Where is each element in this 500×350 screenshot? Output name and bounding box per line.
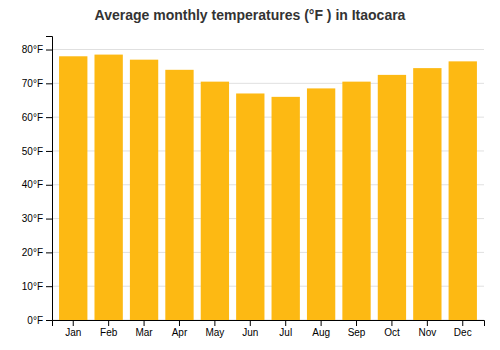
tick: Jun [242, 320, 258, 338]
tick: Jan [65, 320, 81, 338]
tick: Dec [454, 320, 472, 338]
title: Average monthly temperatures (°F ) in It… [95, 7, 406, 23]
tick: 0°F [27, 315, 52, 326]
tick-label: Sep [348, 327, 366, 338]
tick: Oct [384, 320, 400, 338]
tick-mark [108, 320, 109, 326]
tick: 20°F [22, 247, 52, 258]
tick-mark [46, 151, 52, 152]
bar [59, 56, 87, 320]
bar [272, 97, 300, 320]
tick-mark [144, 320, 145, 326]
bar [449, 61, 477, 320]
tick-label: Aug [312, 327, 330, 338]
tick-label: Mar [135, 327, 153, 338]
x-axis: Jan Feb Mar Apr May Jun Jul Aug Sep Oct Nov Dec [53, 320, 485, 338]
tick-mark [73, 320, 74, 326]
tick-mark [179, 320, 180, 326]
tick-mark [214, 320, 215, 326]
axis-line [46, 37, 53, 321]
tick-label: Dec [454, 327, 472, 338]
tick-mark [46, 117, 52, 118]
tick-label: Nov [418, 327, 436, 338]
tick-label: Jan [65, 327, 81, 338]
bar [165, 70, 193, 320]
tick: 50°F [22, 146, 52, 157]
tick-mark [250, 320, 251, 326]
bar [413, 68, 441, 320]
tick-label: 60°F [22, 112, 43, 123]
axis-line [53, 321, 485, 327]
bar [378, 75, 406, 320]
tick-label: Oct [384, 327, 400, 338]
bar [236, 93, 264, 320]
tick-label: Jun [242, 327, 258, 338]
tick: May [205, 320, 224, 338]
tick-label: 0°F [27, 315, 43, 326]
tick: Mar [135, 320, 153, 338]
bar [130, 60, 158, 320]
tick-mark [46, 83, 52, 84]
tick-label: Apr [172, 327, 188, 338]
grid [52, 50, 484, 320]
tick-label: 30°F [22, 213, 43, 224]
y-axis: 0°F 10°F 20°F 30°F 40°F 50°F 60°F 70°F 80°F [22, 37, 53, 326]
tick: Jul [279, 320, 292, 338]
tick-mark [427, 320, 428, 326]
tick-mark [321, 320, 322, 326]
bar [94, 55, 122, 320]
bar [307, 88, 335, 320]
tick: 60°F [22, 112, 52, 123]
tick-mark [462, 320, 463, 326]
tick-mark [46, 252, 52, 253]
tick-mark [46, 286, 52, 287]
tick-label: 10°F [22, 281, 43, 292]
tick: 10°F [22, 281, 52, 292]
tick-mark [285, 320, 286, 326]
bar [342, 82, 370, 320]
chart: Average monthly temperatures (°F ) in It… [0, 0, 500, 350]
tick: 70°F [22, 78, 52, 89]
tick: Nov [418, 320, 436, 338]
tick-label: 20°F [22, 247, 43, 258]
tick: Feb [100, 320, 118, 338]
tick-mark [356, 320, 357, 326]
tick: 30°F [22, 213, 52, 224]
bar [201, 82, 229, 320]
tick: 40°F [22, 179, 52, 190]
tick: 80°F [22, 44, 52, 55]
tick-label: Feb [100, 327, 118, 338]
tick-label: Jul [279, 327, 292, 338]
tick-label: May [205, 327, 224, 338]
grid-line [52, 49, 484, 50]
tick-label: 70°F [22, 78, 43, 89]
tick: Sep [348, 320, 366, 338]
tick: Aug [312, 320, 330, 338]
tick-mark [46, 185, 52, 186]
tick-label: 80°F [22, 44, 43, 55]
tick-label: 40°F [22, 179, 43, 190]
tick-mark [46, 219, 52, 220]
plot: 0°F 10°F 20°F 30°F 40°F 50°F 60°F 70°F 80°F Jan Fe… [22, 37, 485, 339]
bars [59, 55, 477, 320]
tick-mark [391, 320, 392, 326]
tick-mark [46, 50, 52, 51]
tick: Apr [172, 320, 188, 338]
tick-label: 50°F [22, 146, 43, 157]
tick-mark [46, 320, 52, 321]
